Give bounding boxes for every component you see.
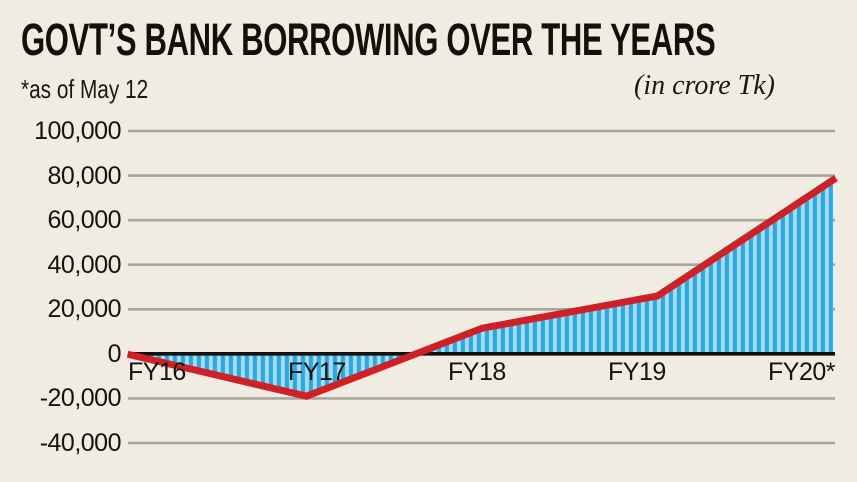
y-tick-label: 60,000 <box>47 206 122 235</box>
y-tick-label: -20,000 <box>39 384 122 413</box>
footnote-as-of-date: *as of May 12 <box>21 74 149 104</box>
y-tick-label: 0 <box>107 339 122 368</box>
y-tick-label: 20,000 <box>47 295 122 324</box>
y-tick-label: -40,000 <box>39 429 122 457</box>
unit-label: (in crore Tk) <box>634 70 775 101</box>
y-tick-label: 40,000 <box>47 250 122 279</box>
y-tick-label: 80,000 <box>47 161 122 190</box>
area-fill <box>131 180 833 397</box>
borrowing-trend-line <box>126 175 838 400</box>
y-tick-label: 100,000 <box>34 117 121 145</box>
chart-title: GOVT’S BANK BORROWING OVER THE YEARS <box>21 14 716 65</box>
